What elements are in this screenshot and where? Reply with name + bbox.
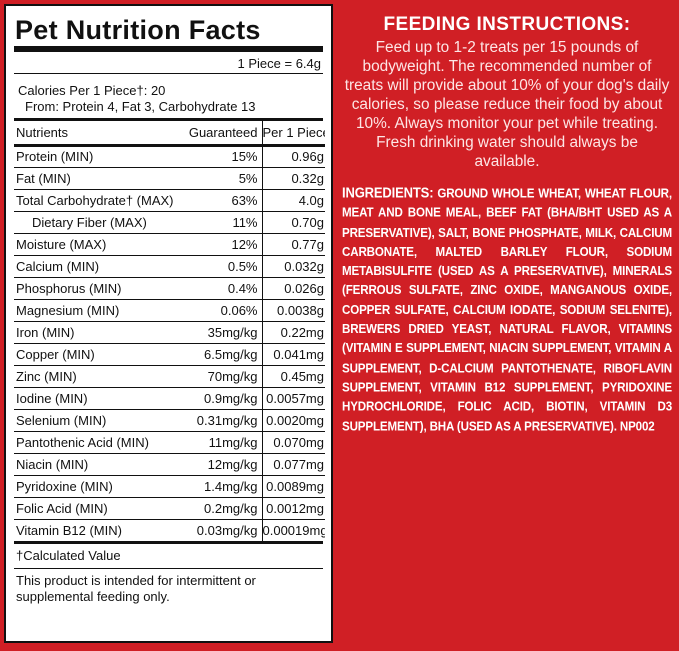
guaranteed-value: 6.5mg/kg [186,343,263,366]
nutrient-name: Zinc (MIN) [14,365,186,388]
per-piece-value: 0.32g [262,167,325,190]
guaranteed-value: 70mg/kg [186,365,263,388]
table-row: Pyridoxine (MIN) 1.4mg/kg 0.0089mg [14,475,325,498]
header-per-piece: Per 1 Piece [262,121,325,147]
nutrient-name: Total Carbohydrate† (MAX) [14,189,186,212]
medium-divider [14,541,323,544]
per-piece-value: 0.0012mg [262,497,325,520]
ingredients-label: INGREDIENTS: [342,184,434,201]
guaranteed-value: 0.06% [186,299,263,322]
nutrient-name: Dietary Fiber (MAX) [14,211,186,234]
table-row: Copper (MIN) 6.5mg/kg 0.041mg [14,343,325,366]
feeding-instructions-title: FEEDING INSTRUCTIONS: [383,14,631,35]
per-piece-value: 0.00019mg [262,522,326,538]
table-row: Pantothenic Acid (MIN) 11mg/kg 0.070mg [14,431,325,454]
nutrient-name: Iodine (MIN) [14,387,186,410]
ingredients-text: GROUND WHOLE WHEAT, WHEAT FLOUR, MEAT AN… [342,186,672,434]
guaranteed-value: 35mg/kg [186,321,263,344]
guaranteed-value: 5% [186,167,263,190]
table-row: Niacin (MIN) 12mg/kg 0.077mg [14,453,325,476]
table-row: Dietary Fiber (MAX) 11% 0.70g [14,211,325,234]
per-piece-value: 0.22mg [262,321,325,344]
table-row: Iron (MIN) 35mg/kg 0.22mg [14,321,325,344]
guaranteed-value: 1.4mg/kg [186,475,263,498]
nutrient-name: Folic Acid (MIN) [14,497,186,520]
guaranteed-value: 0.9mg/kg [186,387,263,410]
per-piece-value: 0.0057mg [262,387,325,410]
nutrient-name: Protein (MIN) [14,145,186,168]
table-row: Fat (MIN) 5% 0.32g [14,167,325,190]
guaranteed-value: 12% [186,233,263,256]
per-piece-value: 0.70g [262,211,325,234]
guaranteed-value: 0.4% [186,277,263,300]
per-piece-value: 0.0089mg [262,475,325,498]
nutrient-name: Phosphorus (MIN) [14,277,186,300]
guaranteed-value: 11mg/kg [186,431,263,454]
nutrient-name: Fat (MIN) [14,167,186,190]
per-piece-value: 0.45mg [262,365,325,388]
guaranteed-value: 0.2mg/kg [186,497,263,520]
table-row: Moisture (MAX) 12% 0.77g [14,233,325,256]
guaranteed-value: 12mg/kg [186,453,263,476]
nutrient-name: Vitamin B12 (MIN) [16,522,122,538]
table-row: Phosphorus (MIN) 0.4% 0.026g [14,277,325,300]
medium-divider [14,118,323,121]
calculated-value-note: †Calculated Value [16,548,121,563]
table-row: Protein (MIN) 15% 0.96g [14,145,325,168]
nutrient-name: Magnesium (MIN) [14,299,186,322]
per-piece-value: 0.041mg [262,343,325,366]
nutrient-name: Moisture (MAX) [14,233,186,256]
nutrient-name: Iron (MIN) [14,321,186,344]
header-nutrients: Nutrients [14,121,186,147]
nutrient-table: Nutrients Guaranteed Per 1 Piece Protein… [14,121,325,541]
table-row: Folic Acid (MIN) 0.2mg/kg 0.0012mg [14,497,325,520]
thick-divider [14,46,323,52]
per-piece-value: 0.0038g [262,299,325,322]
table-row: Magnesium (MIN) 0.06% 0.0038g [14,299,325,322]
guaranteed-value: 0.03mg/kg [186,519,263,541]
ingredients-block: INGREDIENTS: GROUND WHOLE WHEAT, WHEAT F… [342,183,672,436]
per-piece-value: 0.77g [262,233,325,256]
serving-size: 1 Piece = 6.4g [237,56,321,71]
guaranteed-value: 63% [186,189,263,212]
nutrition-facts-panel: Pet Nutrition Facts 1 Piece = 6.4g Calor… [4,4,333,643]
thin-divider [14,73,323,74]
table-row: Selenium (MIN) 0.31mg/kg 0.0020mg [14,409,325,432]
right-column: FEEDING INSTRUCTIONS: Feed up to 1-2 tre… [342,14,672,433]
nutrient-name: Niacin (MIN) [14,453,186,476]
thin-divider [14,568,323,569]
per-piece-value: 0.032g [262,255,325,278]
table-row: Iodine (MIN) 0.9mg/kg 0.0057mg [14,387,325,410]
table-row: Zinc (MIN) 70mg/kg 0.45mg [14,365,325,388]
guaranteed-value: 15% [186,145,263,168]
per-piece-value: 0.96g [262,145,325,168]
feeding-instructions-body: Feed up to 1-2 treats per 15 pounds of b… [344,39,670,170]
calories-block: Calories Per 1 Piece†: 20 From: Protein … [6,74,331,118]
guaranteed-value: 0.5% [186,255,263,278]
calories-from: From: Protein 4, Fat 3, Carbohydrate 13 [25,99,256,114]
nutrition-facts-title: Pet Nutrition Facts [15,15,261,45]
per-piece-value: 4.0g [262,189,325,212]
nutrient-name: Calcium (MIN) [14,255,186,278]
nutrient-name: Pyridoxine (MIN) [14,475,186,498]
nutrient-name: Copper (MIN) [14,343,186,366]
table-row: Vitamin B12 (MIN) 0.03mg/kg 0.00019mg [14,519,325,541]
feeding-footnote: This product is intended for intermitten… [16,573,256,604]
nutrient-name: Selenium (MIN) [14,409,186,432]
nutrient-name: Pantothenic Acid (MIN) [14,431,186,454]
per-piece-value: 0.070mg [262,431,325,454]
product-code: NP002 [619,418,655,434]
table-row: Calcium (MIN) 0.5% 0.032g [14,255,325,278]
header-guaranteed: Guaranteed [186,121,263,147]
table-row: Total Carbohydrate† (MAX) 63% 4.0g [14,189,325,212]
per-piece-value: 0.026g [262,277,325,300]
table-header-row: Nutrients Guaranteed Per 1 Piece [14,121,325,147]
guaranteed-value: 11% [186,211,263,234]
per-piece-value: 0.077mg [262,453,325,476]
guaranteed-value: 0.31mg/kg [186,409,263,432]
per-piece-value: 0.0020mg [262,409,325,432]
calories-per-piece: Calories Per 1 Piece†: 20 [18,83,166,98]
